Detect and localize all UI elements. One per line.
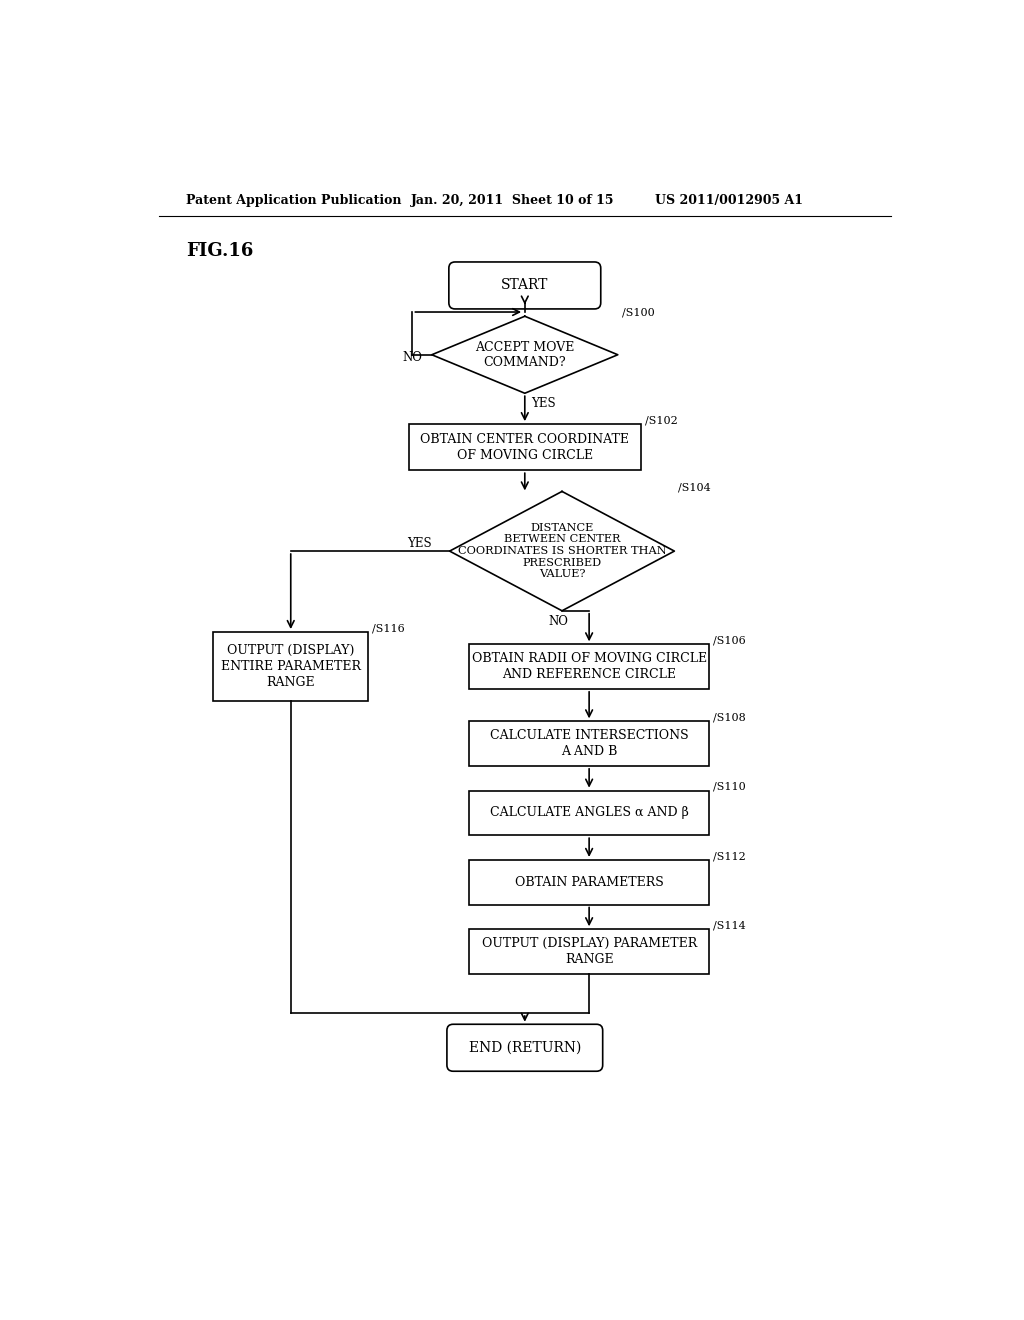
Text: START: START	[501, 279, 549, 293]
Text: /S112: /S112	[713, 851, 745, 861]
Text: NO: NO	[402, 351, 422, 363]
FancyBboxPatch shape	[449, 261, 601, 309]
Bar	[469, 791, 710, 836]
Text: OUTPUT (DISPLAY) PARAMETER
RANGE: OUTPUT (DISPLAY) PARAMETER RANGE	[481, 937, 696, 966]
Text: /S108: /S108	[713, 713, 745, 722]
FancyBboxPatch shape	[446, 1024, 603, 1072]
Text: /S116: /S116	[372, 623, 404, 634]
Text: END (RETURN): END (RETURN)	[469, 1040, 581, 1055]
Text: /S106: /S106	[713, 635, 745, 645]
Text: Jan. 20, 2011  Sheet 10 of 15: Jan. 20, 2011 Sheet 10 of 15	[411, 194, 614, 207]
Text: DISTANCE
BETWEEN CENTER
COORDINATES IS SHORTER THAN
PRESCRIBED
VALUE?: DISTANCE BETWEEN CENTER COORDINATES IS S…	[458, 523, 667, 579]
Text: OBTAIN PARAMETERS: OBTAIN PARAMETERS	[515, 875, 664, 888]
Text: OUTPUT (DISPLAY)
ENTIRE PARAMETER
RANGE: OUTPUT (DISPLAY) ENTIRE PARAMETER RANGE	[221, 644, 360, 689]
Text: CALCULATE INTERSECTIONS
A AND B: CALCULATE INTERSECTIONS A AND B	[489, 729, 688, 758]
Text: /S114: /S114	[713, 920, 745, 931]
Polygon shape	[432, 317, 617, 393]
Text: FIG.16: FIG.16	[186, 242, 254, 260]
Text: OBTAIN RADII OF MOVING CIRCLE
AND REFERENCE CIRCLE: OBTAIN RADII OF MOVING CIRCLE AND REFERE…	[472, 652, 707, 681]
Bar	[213, 632, 369, 701]
Text: NO: NO	[548, 615, 568, 627]
Bar	[469, 929, 710, 974]
Text: CALCULATE ANGLES α AND β: CALCULATE ANGLES α AND β	[489, 807, 688, 820]
Bar	[469, 721, 710, 766]
Text: /S110: /S110	[713, 781, 745, 792]
Text: US 2011/0012905 A1: US 2011/0012905 A1	[655, 194, 803, 207]
Bar	[409, 424, 641, 470]
Bar	[469, 644, 710, 689]
Text: YES: YES	[407, 537, 432, 550]
Text: Patent Application Publication: Patent Application Publication	[186, 194, 401, 207]
Text: /S104: /S104	[678, 483, 711, 492]
Text: OBTAIN CENTER COORDINATE
OF MOVING CIRCLE: OBTAIN CENTER COORDINATE OF MOVING CIRCL…	[420, 433, 630, 462]
Polygon shape	[450, 491, 675, 611]
Bar	[469, 859, 710, 904]
Text: YES: YES	[531, 397, 556, 411]
Text: /S100: /S100	[622, 308, 654, 317]
Text: /S102: /S102	[645, 416, 678, 425]
Text: ACCEPT MOVE
COMMAND?: ACCEPT MOVE COMMAND?	[475, 341, 574, 368]
